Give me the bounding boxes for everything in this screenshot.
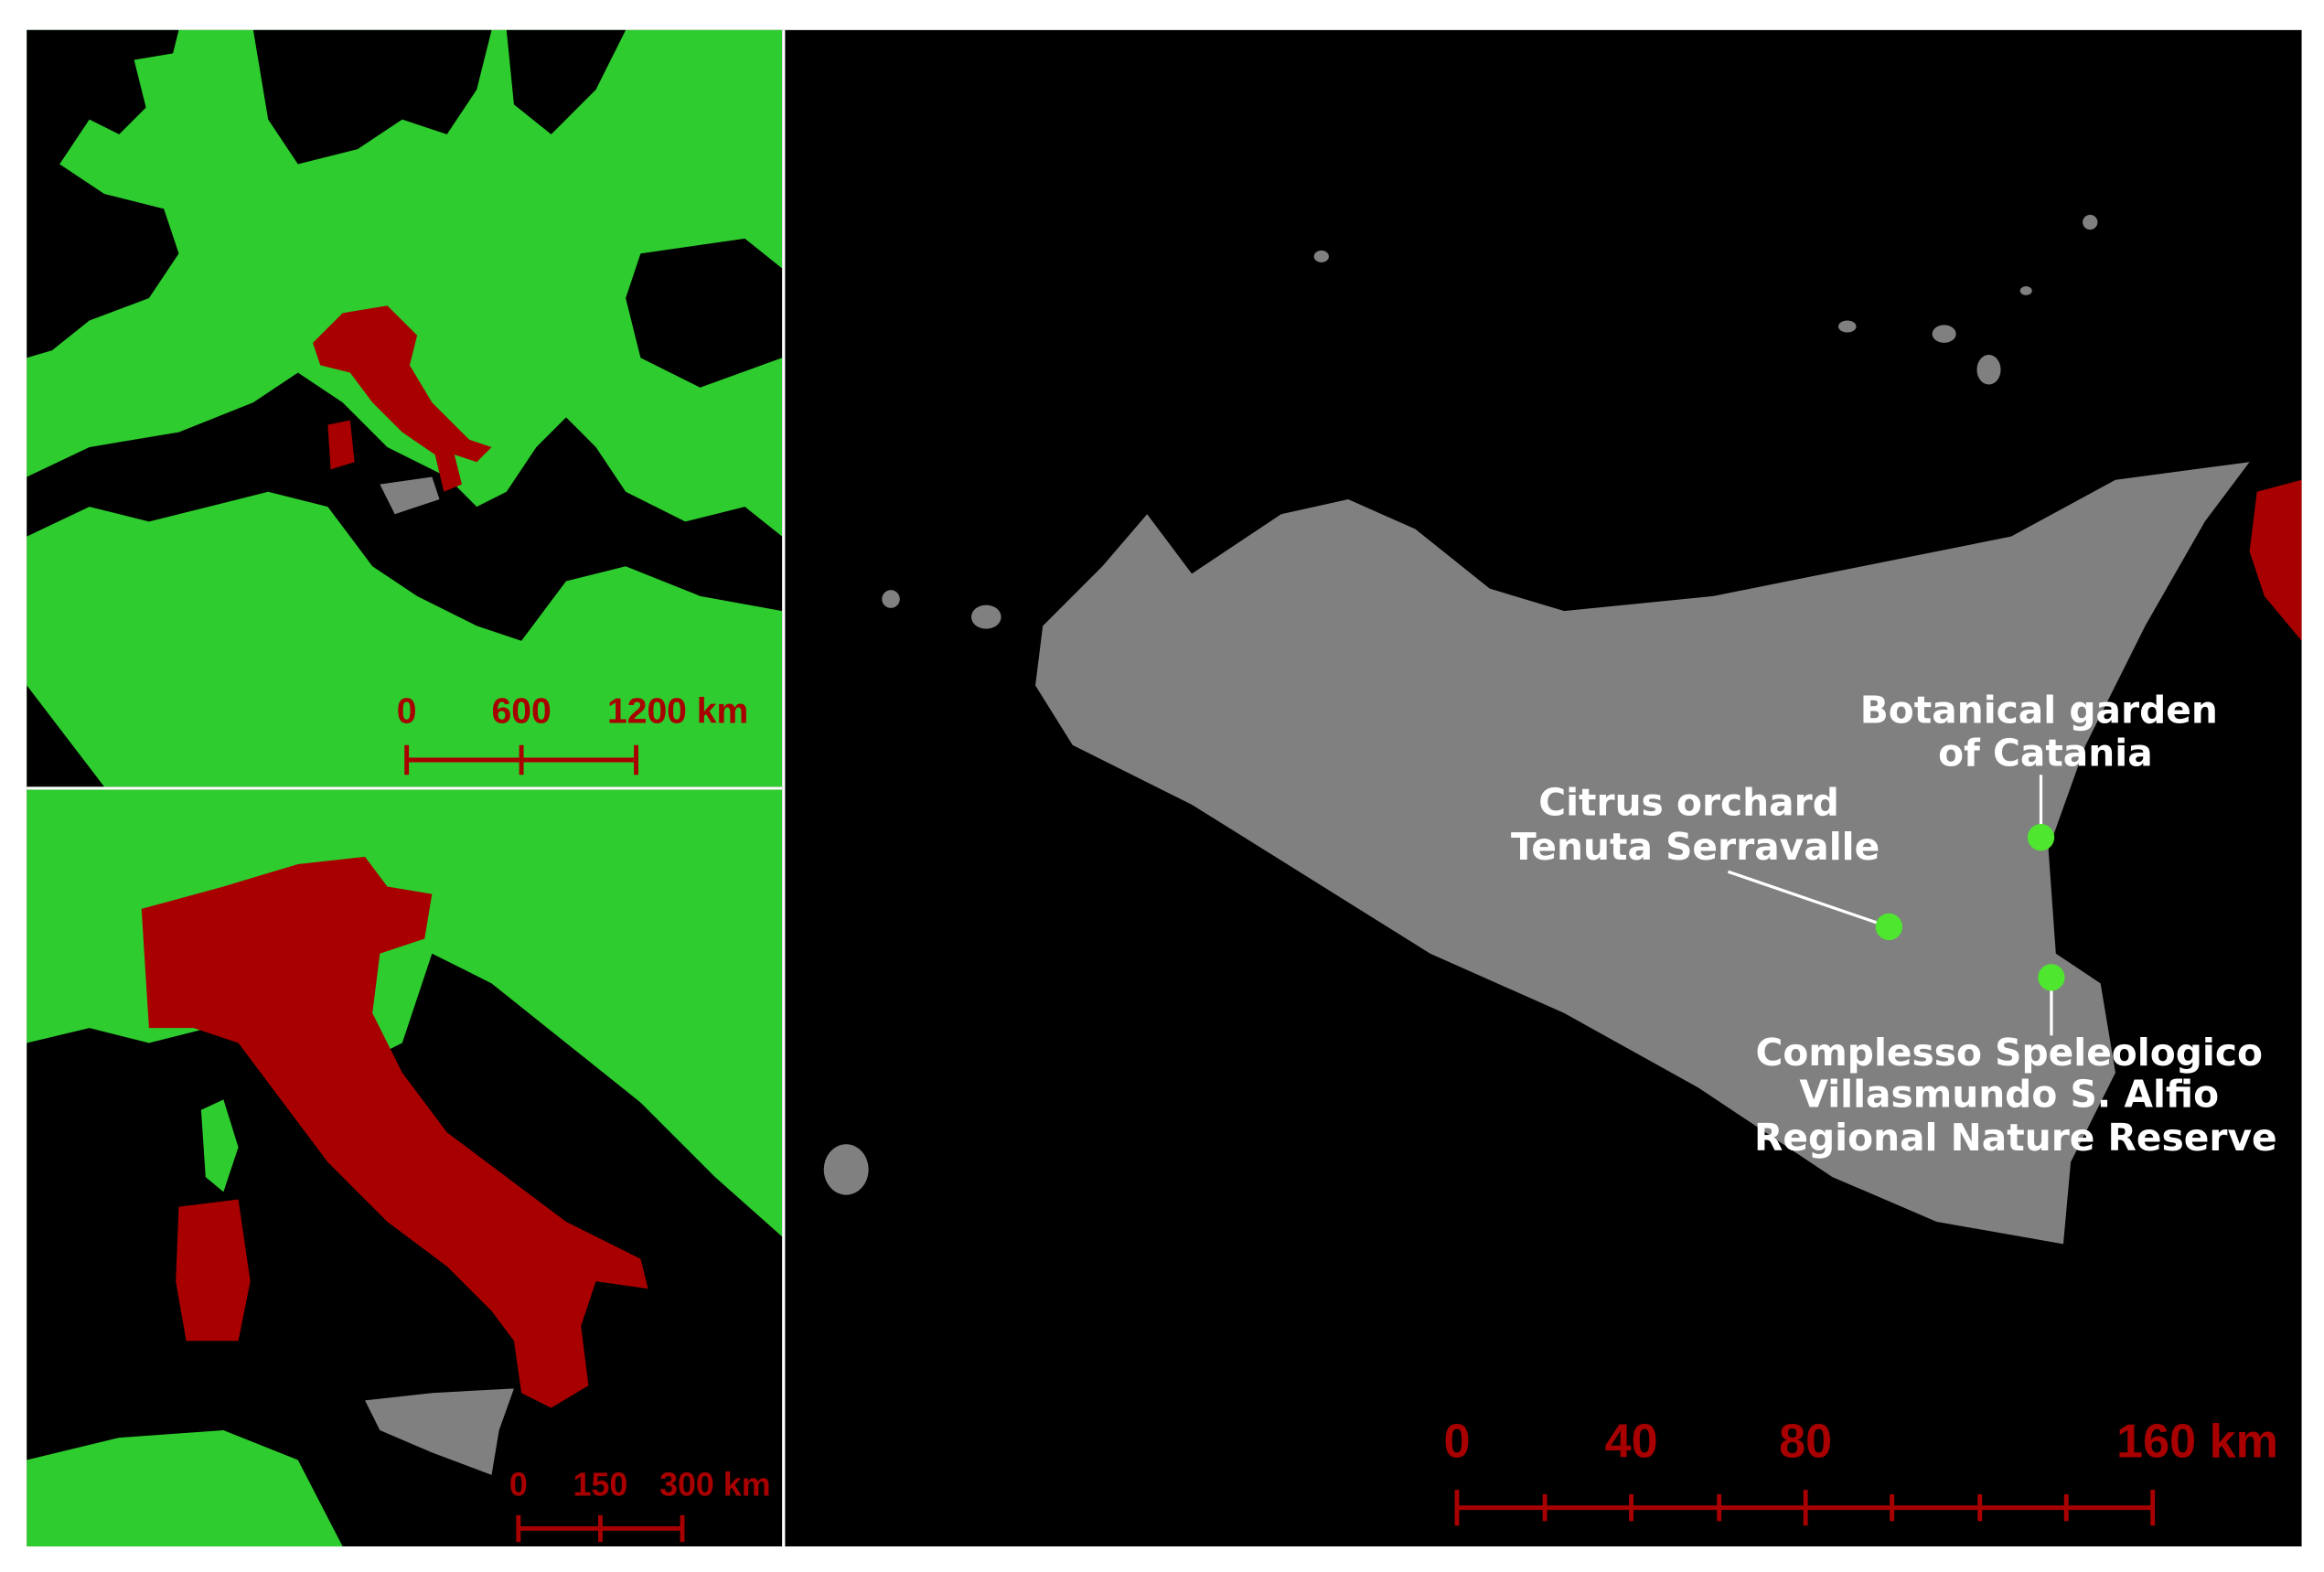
leader-lines: [1727, 775, 2053, 1036]
label-line: Citrus orchard: [1538, 780, 1839, 824]
label-line: Complesso Speleologico: [1756, 1031, 2263, 1075]
site-marker: [2027, 824, 2055, 851]
label-line: Botanical garden: [1860, 688, 2218, 732]
scale-label: 0: [509, 1467, 528, 1503]
scale-label: 600: [491, 691, 551, 731]
corsica: [200, 1099, 239, 1192]
sardinia: [327, 420, 355, 470]
sicily: [365, 1388, 514, 1475]
britain: [134, 45, 239, 179]
label-line: Tenuta Serravalle: [1511, 825, 1880, 869]
main-map: Botanical garden of Catania Citrus orcha…: [823, 214, 2302, 1526]
sea: [27, 953, 783, 1547]
site-label: Complesso Speleologico Villasmundo S. Al…: [1754, 1031, 2277, 1160]
italy: [313, 305, 492, 492]
scale-label: 1200 km: [607, 691, 748, 731]
island: [2019, 286, 2032, 295]
italy: [141, 856, 648, 1408]
label-line: Villasmundo S. Alfio: [1799, 1073, 2219, 1117]
site-marker: [2038, 964, 2065, 991]
site-label: Citrus orchard Tenuta Serravalle: [1511, 780, 1880, 869]
island: [1976, 354, 2001, 385]
island: [1932, 325, 1956, 343]
scale-bar: [516, 1514, 685, 1543]
sardinia: [176, 1199, 251, 1342]
italy-inset: 0 150 300 km: [27, 789, 783, 1547]
site-marker: [1875, 913, 1903, 941]
scale-label: 80: [1779, 1415, 1832, 1468]
sicily: [380, 476, 440, 515]
island: [823, 1144, 869, 1195]
scale-label: 40: [1605, 1415, 1658, 1468]
atlantic: [27, 29, 179, 358]
scale-bar: [1454, 1490, 2156, 1526]
island: [2083, 214, 2098, 230]
north-sea: [252, 29, 492, 165]
calabria: [2249, 479, 2302, 641]
black-sea: [626, 238, 783, 388]
island: [1837, 320, 1857, 333]
scale-label: 300 km: [659, 1467, 771, 1503]
scale-bar: [404, 744, 638, 775]
island: [1313, 250, 1329, 262]
label-line: of Catania: [1938, 732, 2153, 775]
island: [971, 604, 1001, 629]
scale-label: 150: [573, 1467, 628, 1503]
europe-inset: 0 600 1200 km: [27, 29, 783, 787]
scale-label: 0: [1444, 1415, 1471, 1468]
scale-label: 0: [397, 691, 417, 731]
island: [882, 590, 900, 608]
sicily: [1035, 462, 2250, 1245]
label-line: Regional Nature Reserve: [1754, 1116, 2277, 1160]
scale-label: 160 km: [2116, 1415, 2278, 1468]
site-label: Botanical garden of Catania: [1860, 688, 2231, 775]
baltic: [506, 29, 627, 134]
